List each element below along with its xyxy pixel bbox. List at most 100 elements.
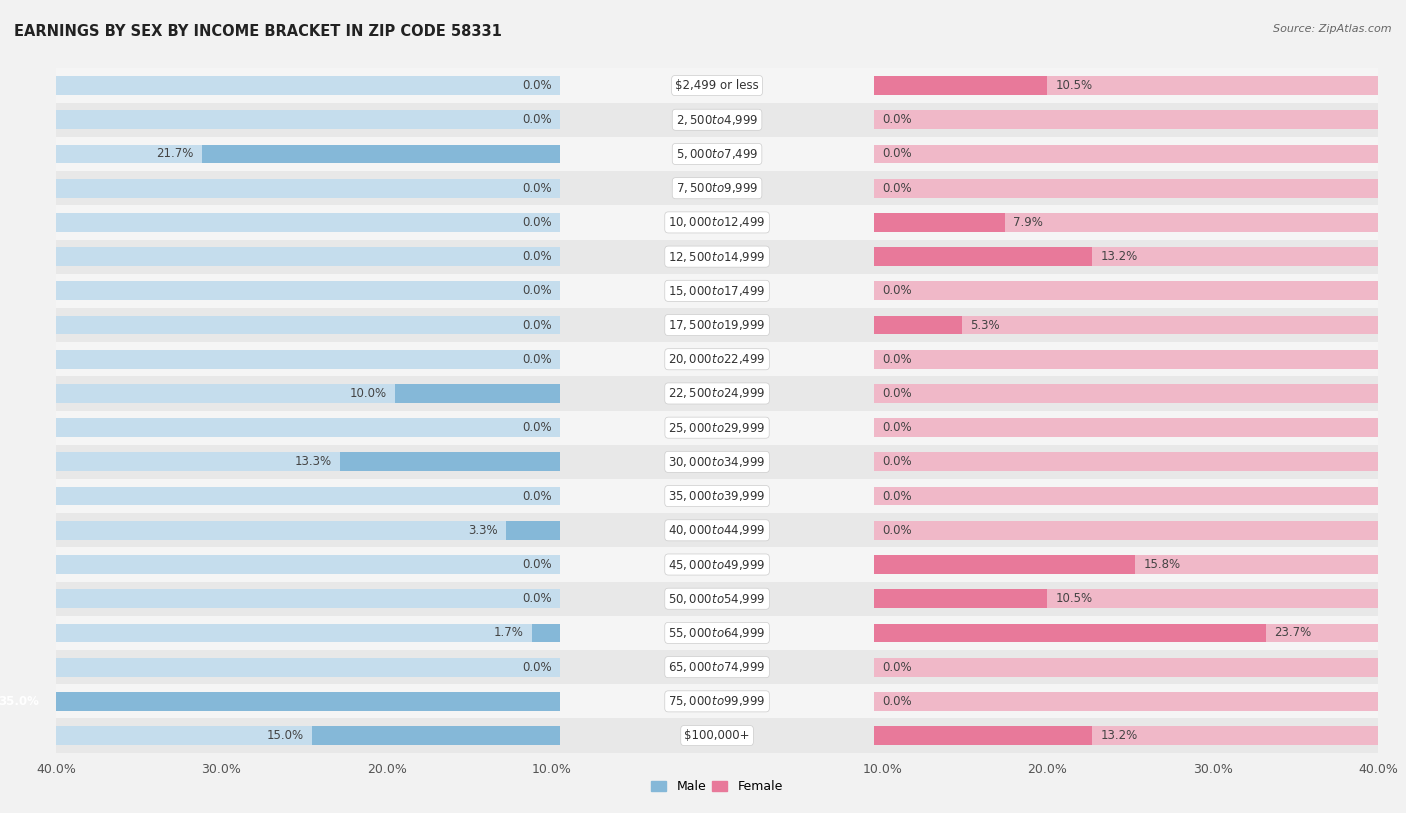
Text: 0.0%: 0.0% bbox=[883, 455, 912, 468]
Text: 0.0%: 0.0% bbox=[522, 113, 551, 126]
Bar bbox=[56, 102, 1378, 137]
Text: $10,000 to $12,499: $10,000 to $12,499 bbox=[668, 215, 766, 229]
Text: 0.0%: 0.0% bbox=[883, 113, 912, 126]
Bar bbox=[875, 76, 1378, 95]
Bar bbox=[56, 692, 560, 711]
Bar bbox=[875, 247, 1092, 266]
Bar bbox=[875, 692, 1378, 711]
Text: 5.3%: 5.3% bbox=[970, 319, 1000, 332]
Text: $40,000 to $44,999: $40,000 to $44,999 bbox=[668, 524, 766, 537]
Text: $15,000 to $17,499: $15,000 to $17,499 bbox=[668, 284, 766, 298]
Text: 0.0%: 0.0% bbox=[883, 181, 912, 194]
Text: 10.5%: 10.5% bbox=[1056, 592, 1092, 605]
Bar bbox=[395, 384, 560, 403]
Bar bbox=[56, 350, 560, 368]
Bar bbox=[875, 315, 962, 334]
Bar bbox=[875, 624, 1378, 642]
Bar bbox=[875, 487, 1378, 506]
Bar bbox=[56, 555, 560, 574]
Bar bbox=[531, 624, 560, 642]
Bar bbox=[56, 247, 560, 266]
Bar bbox=[56, 615, 1378, 650]
Bar bbox=[56, 726, 560, 745]
Bar bbox=[531, 624, 560, 642]
Text: 0.0%: 0.0% bbox=[883, 661, 912, 674]
Bar bbox=[875, 624, 1265, 642]
Text: $5,000 to $7,499: $5,000 to $7,499 bbox=[676, 147, 758, 161]
Text: 0.0%: 0.0% bbox=[522, 285, 551, 298]
Text: 15.0%: 15.0% bbox=[267, 729, 304, 742]
Bar bbox=[56, 487, 560, 506]
Text: $12,500 to $14,999: $12,500 to $14,999 bbox=[668, 250, 766, 263]
Text: 0.0%: 0.0% bbox=[883, 285, 912, 298]
Text: 35.0%: 35.0% bbox=[0, 695, 39, 708]
Bar bbox=[201, 145, 560, 163]
Text: $45,000 to $49,999: $45,000 to $49,999 bbox=[668, 558, 766, 572]
Bar bbox=[56, 384, 560, 403]
Bar bbox=[875, 589, 1047, 608]
Bar bbox=[56, 453, 560, 472]
Text: 0.0%: 0.0% bbox=[883, 353, 912, 366]
Bar bbox=[56, 206, 1378, 240]
Text: 13.3%: 13.3% bbox=[295, 455, 332, 468]
Bar bbox=[56, 281, 560, 300]
Bar bbox=[875, 555, 1378, 574]
Text: 0.0%: 0.0% bbox=[522, 421, 551, 434]
Text: Source: ZipAtlas.com: Source: ZipAtlas.com bbox=[1274, 24, 1392, 34]
Bar bbox=[875, 315, 1378, 334]
Bar bbox=[56, 513, 1378, 547]
Bar bbox=[56, 719, 1378, 753]
Bar bbox=[56, 240, 1378, 274]
Text: 1.7%: 1.7% bbox=[494, 627, 524, 640]
Text: $17,500 to $19,999: $17,500 to $19,999 bbox=[668, 318, 766, 332]
Text: 0.0%: 0.0% bbox=[522, 250, 551, 263]
Bar bbox=[875, 179, 1378, 198]
Bar bbox=[875, 111, 1378, 129]
Text: 10.5%: 10.5% bbox=[1056, 79, 1092, 92]
Text: 3.3%: 3.3% bbox=[468, 524, 498, 537]
Text: 0.0%: 0.0% bbox=[883, 695, 912, 708]
Text: $22,500 to $24,999: $22,500 to $24,999 bbox=[668, 386, 766, 401]
Bar bbox=[875, 521, 1378, 540]
Text: $65,000 to $74,999: $65,000 to $74,999 bbox=[668, 660, 766, 674]
Text: 15.8%: 15.8% bbox=[1143, 558, 1181, 571]
Text: 0.0%: 0.0% bbox=[522, 661, 551, 674]
Bar bbox=[875, 384, 1378, 403]
Text: 0.0%: 0.0% bbox=[522, 558, 551, 571]
Bar bbox=[56, 411, 1378, 445]
Bar bbox=[56, 624, 560, 642]
Bar bbox=[56, 213, 560, 232]
Text: $2,500 to $4,999: $2,500 to $4,999 bbox=[676, 113, 758, 127]
Bar bbox=[56, 589, 560, 608]
Legend: Male, Female: Male, Female bbox=[647, 776, 787, 798]
Bar bbox=[875, 589, 1378, 608]
Bar bbox=[0, 692, 560, 711]
Bar bbox=[56, 521, 560, 540]
Bar bbox=[56, 111, 560, 129]
Bar bbox=[56, 171, 1378, 206]
Bar bbox=[875, 726, 1092, 745]
Bar bbox=[875, 658, 1378, 676]
Bar bbox=[56, 418, 560, 437]
Bar bbox=[875, 213, 1378, 232]
Bar bbox=[875, 350, 1378, 368]
Bar bbox=[506, 521, 560, 540]
Text: 0.0%: 0.0% bbox=[883, 524, 912, 537]
Bar bbox=[56, 547, 1378, 581]
Text: 0.0%: 0.0% bbox=[522, 319, 551, 332]
Text: 13.2%: 13.2% bbox=[1101, 250, 1137, 263]
Text: $30,000 to $34,999: $30,000 to $34,999 bbox=[668, 455, 766, 469]
Text: $7,500 to $9,999: $7,500 to $9,999 bbox=[676, 181, 758, 195]
Text: $50,000 to $54,999: $50,000 to $54,999 bbox=[668, 592, 766, 606]
Bar bbox=[56, 479, 1378, 513]
Text: $20,000 to $22,499: $20,000 to $22,499 bbox=[668, 352, 766, 366]
Text: 10.0%: 10.0% bbox=[350, 387, 387, 400]
Text: $35,000 to $39,999: $35,000 to $39,999 bbox=[668, 489, 766, 503]
Bar bbox=[875, 145, 1378, 163]
Bar bbox=[312, 726, 560, 745]
Text: 21.7%: 21.7% bbox=[156, 147, 194, 160]
Bar bbox=[56, 342, 1378, 376]
Bar bbox=[201, 145, 560, 163]
Bar bbox=[875, 76, 1047, 95]
Bar bbox=[56, 137, 1378, 171]
